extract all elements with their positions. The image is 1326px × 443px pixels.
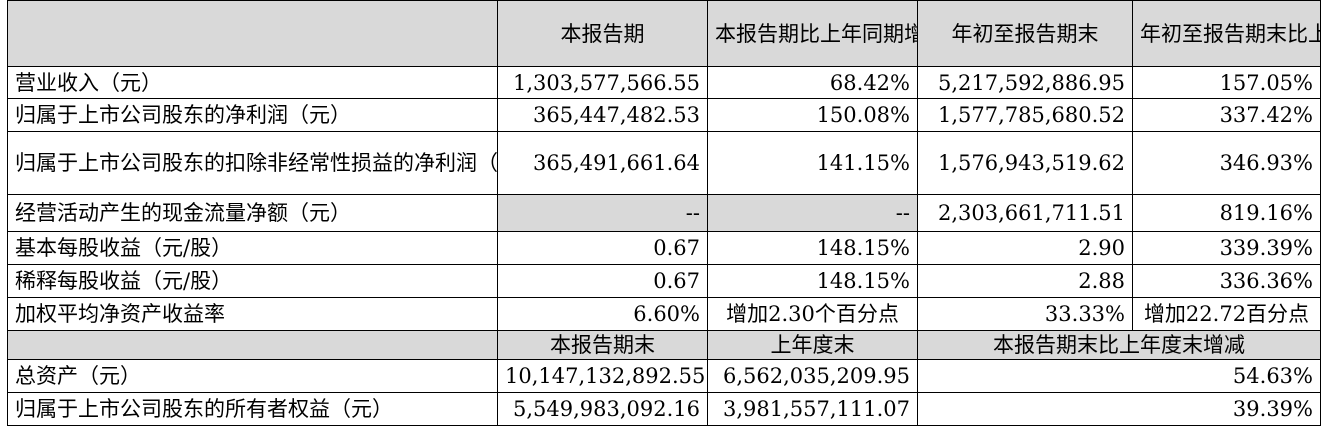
table-row-shareholder-equity: 归属于上市公司股东的所有者权益（元） 5,549,983,092.16 3,98… xyxy=(7,392,1321,426)
cell-ytd-yoy: 819.16% xyxy=(1132,194,1321,232)
header-corner-cell xyxy=(7,0,498,67)
row-label: 加权平均净资产收益率 xyxy=(7,297,498,331)
cell-change: 54.63% xyxy=(917,359,1321,393)
cell-ytd-yoy: 增加22.72百分点 xyxy=(1132,297,1321,331)
row-label: 归属于上市公司股东的扣除非经常性损益的净利润（元） xyxy=(7,131,498,195)
row-label: 营业收入（元） xyxy=(7,66,498,99)
cell-period-end: 5,549,983,092.16 xyxy=(497,392,708,426)
row-label: 归属于上市公司股东的净利润（元） xyxy=(7,98,498,132)
cell-ytd: 5,217,592,886.95 xyxy=(917,66,1133,99)
cell-current-period: 0.67 xyxy=(497,231,708,265)
cell-prior-year-end: 3,981,557,111.07 xyxy=(707,392,918,426)
cell-current-period: 1,303,577,566.55 xyxy=(497,66,708,99)
cell-ytd: 1,576,943,519.62 xyxy=(917,131,1133,195)
table-row-basic-eps: 基本每股收益（元/股） 0.67 148.15% 2.90 339.39% xyxy=(7,231,1321,265)
cell-current-period-yoy: 148.15% xyxy=(707,231,918,265)
cell-period-end: 10,147,132,892.55 xyxy=(497,359,708,393)
cell-ytd-yoy: 336.36% xyxy=(1132,264,1321,298)
cell-ytd-yoy: 339.39% xyxy=(1132,231,1321,265)
cell-ytd-yoy: 346.93% xyxy=(1132,131,1321,195)
cell-current-period: -- xyxy=(497,194,708,232)
table-row-net-profit: 归属于上市公司股东的净利润（元） 365,447,482.53 150.08% … xyxy=(7,98,1321,132)
cell-current-period-yoy: 141.15% xyxy=(707,131,918,195)
cell-prior-year-end: 6,562,035,209.95 xyxy=(707,359,918,393)
cell-current-period-yoy: 148.15% xyxy=(707,264,918,298)
subheader-change-vs-prior-year-end: 本报告期末比上年度末增减 xyxy=(917,330,1321,360)
financial-summary-table: 本报告期 本报告期比上年同期增减 年初至报告期末 年初至报告期末比上年同期增减 … xyxy=(7,0,1321,426)
row-label: 总资产（元） xyxy=(7,359,498,393)
table-row-revenue: 营业收入（元） 1,303,577,566.55 68.42% 5,217,59… xyxy=(7,66,1321,99)
table-row-weighted-roe: 加权平均净资产收益率 6.60% 增加2.30个百分点 33.33% 增加22.… xyxy=(7,297,1321,331)
cell-current-period: 365,447,482.53 xyxy=(497,98,708,132)
cell-ytd-yoy: 157.05% xyxy=(1132,66,1321,99)
cell-ytd-yoy: 337.42% xyxy=(1132,98,1321,132)
row-label: 基本每股收益（元/股） xyxy=(7,231,498,265)
row-label: 归属于上市公司股东的所有者权益（元） xyxy=(7,392,498,426)
cell-current-period: 365,491,661.64 xyxy=(497,131,708,195)
cell-current-period: 6.60% xyxy=(497,297,708,331)
subheader-period-end: 本报告期末 xyxy=(497,330,708,360)
header-current-period-yoy: 本报告期比上年同期增减 xyxy=(707,0,918,67)
cell-change: 39.39% xyxy=(917,392,1321,426)
table-row-net-profit-excl-nonrecurring: 归属于上市公司股东的扣除非经常性损益的净利润（元） 365,491,661.64… xyxy=(7,131,1321,195)
cell-ytd: 1,577,785,680.52 xyxy=(917,98,1133,132)
header-ytd-yoy: 年初至报告期末比上年同期增减 xyxy=(1132,0,1321,67)
subheader-corner-cell xyxy=(7,330,498,360)
table-row-diluted-eps: 稀释每股收益（元/股） 0.67 148.15% 2.88 336.36% xyxy=(7,264,1321,298)
table-row-total-assets: 总资产（元） 10,147,132,892.55 6,562,035,209.9… xyxy=(7,359,1321,393)
cell-current-period-yoy: -- xyxy=(707,194,918,232)
row-label: 稀释每股收益（元/股） xyxy=(7,264,498,298)
row-label: 经营活动产生的现金流量净额（元） xyxy=(7,194,498,232)
cell-ytd: 33.33% xyxy=(917,297,1133,331)
balance-subheader-row: 本报告期末 上年度末 本报告期末比上年度末增减 xyxy=(7,330,1321,360)
cell-current-period-yoy: 68.42% xyxy=(707,66,918,99)
cell-ytd: 2,303,661,711.51 xyxy=(917,194,1133,232)
header-current-period: 本报告期 xyxy=(497,0,708,67)
header-ytd: 年初至报告期末 xyxy=(917,0,1133,67)
cell-current-period: 0.67 xyxy=(497,264,708,298)
cell-current-period-yoy: 150.08% xyxy=(707,98,918,132)
cell-ytd: 2.90 xyxy=(917,231,1133,265)
subheader-prior-year-end: 上年度末 xyxy=(707,330,918,360)
cell-current-period-yoy: 增加2.30个百分点 xyxy=(707,297,918,331)
table-header-row: 本报告期 本报告期比上年同期增减 年初至报告期末 年初至报告期末比上年同期增减 xyxy=(7,0,1321,67)
cell-ytd: 2.88 xyxy=(917,264,1133,298)
table-row-operating-cash-flow: 经营活动产生的现金流量净额（元） -- -- 2,303,661,711.51 … xyxy=(7,194,1321,232)
